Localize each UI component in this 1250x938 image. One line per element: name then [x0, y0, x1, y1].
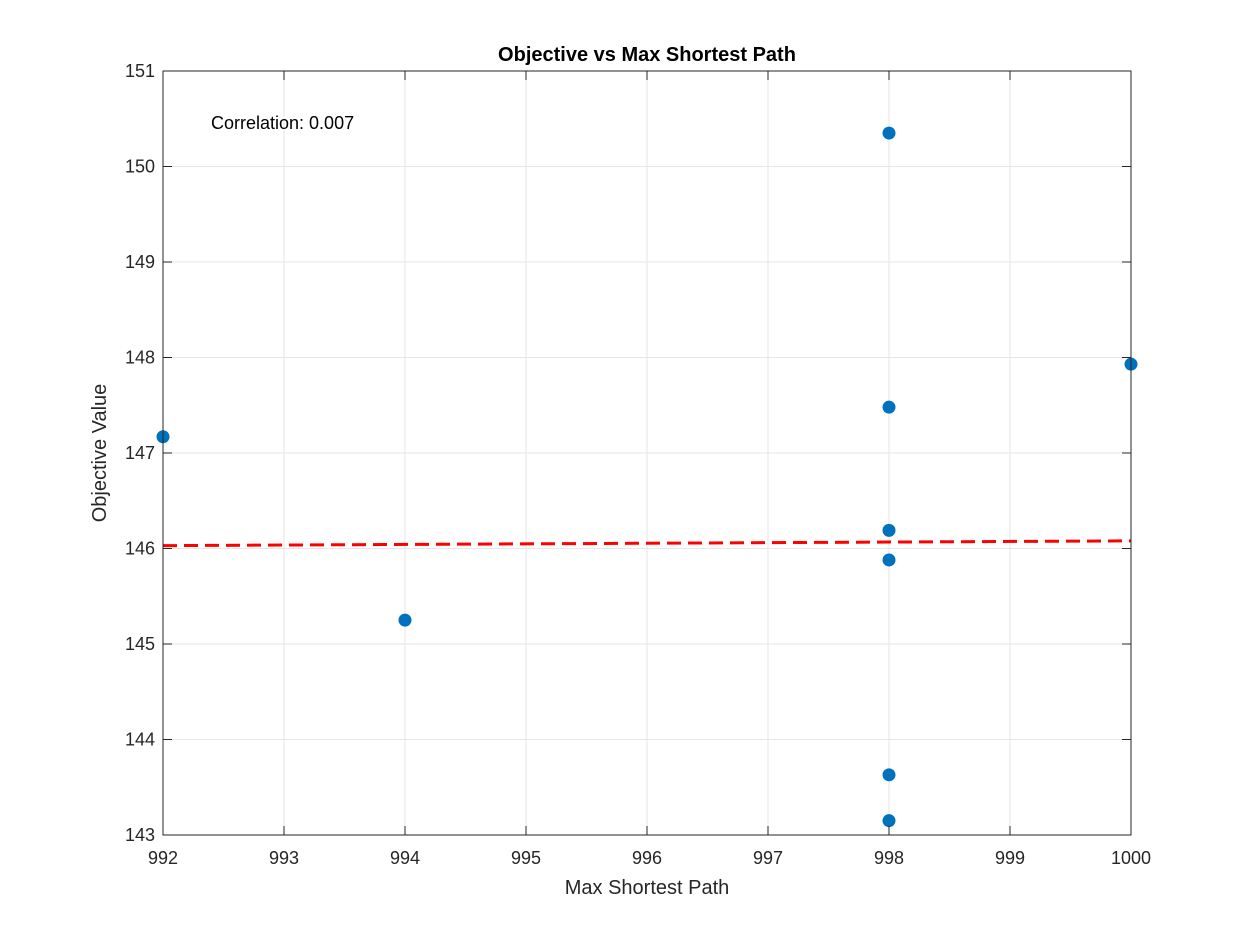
- scatter-point: [882, 553, 896, 567]
- scatter-point: [882, 523, 896, 537]
- x-tick-label: 996: [632, 848, 662, 868]
- scatter-point: [398, 613, 412, 627]
- y-tick-label: 148: [125, 348, 155, 368]
- x-axis-label: Max Shortest Path: [565, 877, 730, 899]
- scatter-point: [882, 768, 896, 782]
- y-tick-label: 151: [125, 61, 155, 81]
- x-tick-label: 994: [390, 848, 420, 868]
- y-tick-label: 143: [125, 825, 155, 845]
- scatter-point: [882, 126, 896, 140]
- x-tick-label: 998: [874, 848, 904, 868]
- y-tick-label: 146: [125, 539, 155, 559]
- scatter-point: [882, 814, 896, 828]
- x-tick-label: 995: [511, 848, 541, 868]
- scatter-point: [882, 400, 896, 414]
- x-tick-marks: [162, 71, 1132, 835]
- y-tick-label: 147: [125, 443, 155, 463]
- y-tick-labels: 143 144 145 146 147 148 149 150 151: [125, 61, 155, 845]
- plot-area: [156, 70, 1138, 836]
- trendline: [162, 539, 1132, 548]
- y-tick-label: 149: [125, 252, 155, 272]
- y-tick-label: 150: [125, 157, 155, 177]
- correlation-annotation: Correlation: 0.007: [211, 113, 354, 133]
- x-tick-labels: 992 993 994 995 996 997 998 999 1000: [148, 848, 1151, 868]
- y-tick-marks: [163, 70, 1131, 836]
- scatter-points: [156, 126, 1138, 828]
- x-tick-label: 997: [753, 848, 783, 868]
- x-tick-label: 1000: [1111, 848, 1151, 868]
- x-tick-label: 992: [148, 848, 178, 868]
- y-tick-label: 145: [125, 634, 155, 654]
- x-tick-label: 993: [269, 848, 299, 868]
- y-axis-label: Objective Value: [89, 384, 111, 523]
- trendline-layer: [162, 539, 1132, 548]
- y-tick-label: 144: [125, 730, 155, 750]
- x-tick-label: 999: [995, 848, 1025, 868]
- chart-title: Objective vs Max Shortest Path: [498, 44, 796, 66]
